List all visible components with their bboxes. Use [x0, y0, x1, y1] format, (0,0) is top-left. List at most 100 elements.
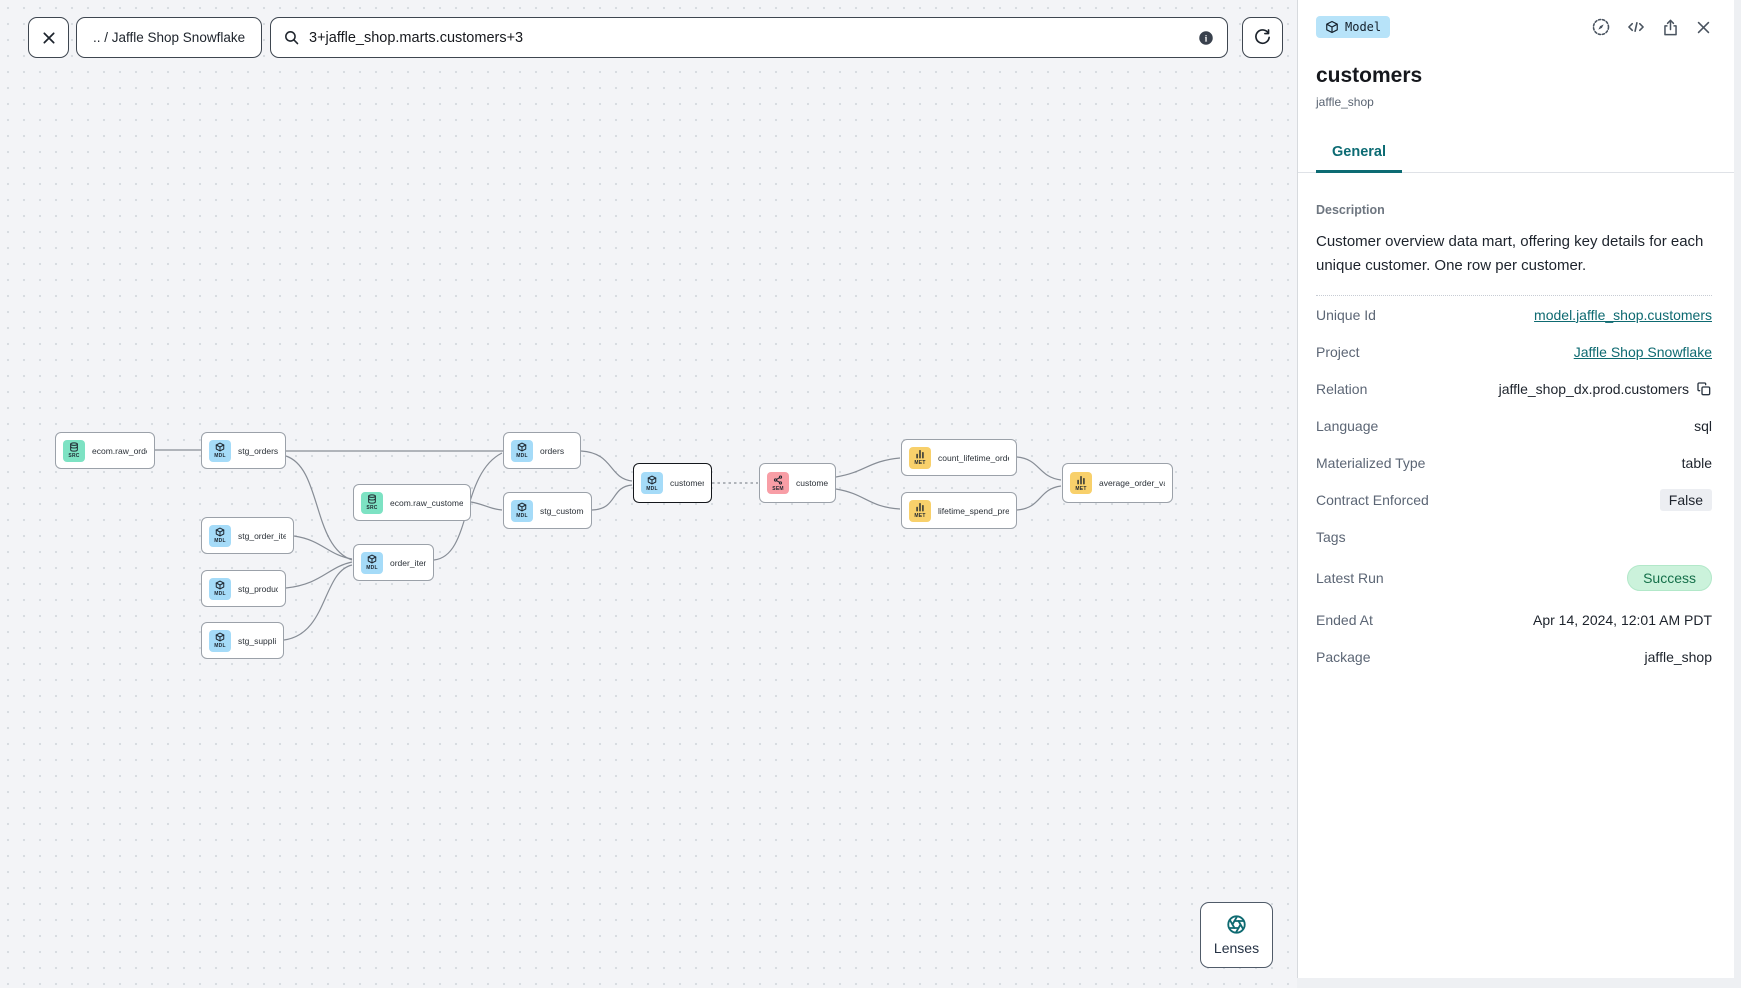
search-input[interactable]	[309, 29, 1188, 46]
copy-icon[interactable]	[1696, 381, 1712, 397]
cube-icon	[367, 554, 377, 564]
node-type-label: MDL	[214, 453, 226, 459]
node-label: orders	[540, 445, 565, 456]
node-label: count_lifetime_orders	[938, 452, 1009, 463]
node-type-badge: SRC	[63, 439, 85, 462]
lenses-button[interactable]: Lenses	[1200, 902, 1273, 968]
lineage-canvas[interactable]: .. / Jaffle Shop Snowflake i SRC ecom.ra…	[0, 0, 1297, 988]
resource-type-label: Model	[1345, 20, 1382, 34]
code-icon[interactable]	[1626, 17, 1646, 37]
graph-node-ecom-raw-orders[interactable]: SRC ecom.raw_orders	[55, 432, 155, 469]
bar-chart-icon	[916, 502, 924, 512]
field-label: Tags	[1316, 528, 1346, 545]
database-icon	[70, 442, 78, 452]
description-text: Customer overview data mart, offering ke…	[1316, 233, 1704, 274]
page-title: customers	[1316, 64, 1423, 87]
field-row-tags: Tags	[1316, 518, 1712, 555]
ended-at-value: Apr 14, 2024, 12:01 AM PDT	[1533, 611, 1712, 628]
graph-node-stg-supplies[interactable]: MDL stg_supplies	[201, 622, 284, 659]
graph-node-count-lifetime-orders[interactable]: MET count_lifetime_orders	[901, 439, 1017, 476]
graph-node-customers-selected[interactable]: MDL customers	[633, 463, 712, 503]
lenses-label: Lenses	[1213, 940, 1260, 956]
project-link[interactable]: Jaffle Shop Snowflake	[1573, 343, 1712, 360]
compass-icon[interactable]	[1591, 17, 1611, 37]
graph-node-stg-customers[interactable]: MDL stg_customers	[503, 492, 592, 529]
divider	[1316, 295, 1712, 296]
node-label: stg_products	[238, 583, 278, 594]
node-type-label: MDL	[214, 538, 226, 544]
node-type-label: MDL	[214, 643, 226, 649]
graph-node-orders[interactable]: MDL orders	[503, 432, 581, 469]
close-icon[interactable]	[1695, 19, 1712, 36]
field-label: Contract Enforced	[1316, 491, 1429, 508]
node-label: stg_orders	[238, 445, 278, 456]
node-type-badge: MDL	[641, 472, 663, 494]
contract-enforced-badge: False	[1659, 488, 1712, 511]
node-type-label: MDL	[646, 485, 658, 492]
info-circle-icon[interactable]: i	[1197, 29, 1215, 47]
graph-node-ecom-raw-customers[interactable]: SRC ecom.raw_customers	[353, 484, 471, 521]
bar-chart-icon	[916, 449, 924, 459]
node-label: stg_order_items	[238, 530, 286, 541]
aperture-icon	[1227, 915, 1246, 934]
node-type-badge: MDL	[209, 629, 231, 652]
relation-value: jaffle_shop_dx.prod.customers	[1498, 380, 1689, 397]
breadcrumb[interactable]: .. / Jaffle Shop Snowflake	[76, 17, 263, 58]
node-label: ecom.raw_orders	[92, 445, 147, 456]
field-row-ended-at: Ended At Apr 14, 2024, 12:01 AM PDT	[1316, 601, 1712, 638]
field-row-contract-enforced: Contract Enforced False	[1316, 481, 1712, 518]
search-bar[interactable]: i	[270, 17, 1228, 58]
field-label: Project	[1316, 343, 1360, 360]
materialized-type-value: table	[1681, 454, 1712, 471]
bar-chart-icon	[1077, 475, 1085, 484]
tab-general[interactable]: General	[1316, 144, 1402, 173]
node-type-label: MDL	[366, 565, 378, 571]
panel-tabs: General	[1298, 143, 1734, 173]
node-type-label: MET	[1075, 485, 1087, 492]
graph-node-order-items[interactable]: MDL order_items	[353, 544, 434, 581]
field-label: Ended At	[1316, 611, 1373, 628]
graph-node-stg-order-items[interactable]: MDL stg_order_items	[201, 517, 294, 554]
graph-node-stg-products[interactable]: MDL stg_products	[201, 570, 286, 607]
node-type-badge: MDL	[361, 551, 383, 574]
field-label: Relation	[1316, 380, 1368, 397]
field-row-package: Package jaffle_shop	[1316, 638, 1712, 675]
unique-id-link[interactable]: model.jaffle_shop.customers	[1534, 306, 1712, 323]
cube-icon	[215, 632, 225, 642]
graph-node-customers-semantic[interactable]: SEM customers	[759, 463, 836, 503]
node-type-label: SEM	[772, 485, 784, 492]
field-row-language: Language sql	[1316, 407, 1712, 444]
refresh-button[interactable]	[1242, 17, 1283, 58]
node-label: stg_supplies	[238, 635, 276, 646]
resource-type-badge: Model	[1316, 16, 1391, 38]
share-network-icon	[773, 475, 783, 484]
node-type-badge: SEM	[767, 472, 789, 494]
node-label: average_order_value	[1099, 478, 1165, 488]
panel-body: Description Customer overview data mart,…	[1298, 203, 1734, 675]
export-icon[interactable]	[1661, 18, 1680, 37]
node-label: customers	[670, 478, 704, 488]
node-type-label: SRC	[366, 505, 378, 511]
close-graph-button[interactable]	[28, 17, 69, 58]
graph-node-stg-orders[interactable]: MDL stg_orders	[201, 432, 286, 469]
node-type-badge: MDL	[511, 499, 533, 522]
node-type-label: SRC	[68, 453, 80, 459]
field-label: Language	[1316, 417, 1379, 434]
cube-icon	[517, 442, 527, 452]
details-panel: Model customers jaffle_shop General Desc…	[1297, 0, 1734, 978]
page-subtitle: jaffle_shop	[1316, 95, 1374, 109]
cube-icon	[215, 527, 225, 537]
node-type-label: MDL	[516, 453, 528, 459]
graph-node-lifetime-spend-pretax[interactable]: MET lifetime_spend_pretax	[901, 492, 1017, 529]
magnifier-icon	[285, 31, 299, 45]
field-row-latest-run: Latest Run Success	[1316, 555, 1712, 601]
graph-node-average-order-value[interactable]: MET average_order_value	[1062, 463, 1173, 503]
node-label: customers	[796, 478, 828, 488]
package-value: jaffle_shop	[1644, 648, 1712, 665]
node-label: ecom.raw_customers	[390, 497, 463, 508]
database-icon	[368, 494, 376, 504]
node-type-badge: MET	[1070, 472, 1092, 494]
language-value: sql	[1694, 417, 1712, 434]
x-icon	[42, 31, 55, 44]
node-type-label: MET	[914, 460, 926, 466]
